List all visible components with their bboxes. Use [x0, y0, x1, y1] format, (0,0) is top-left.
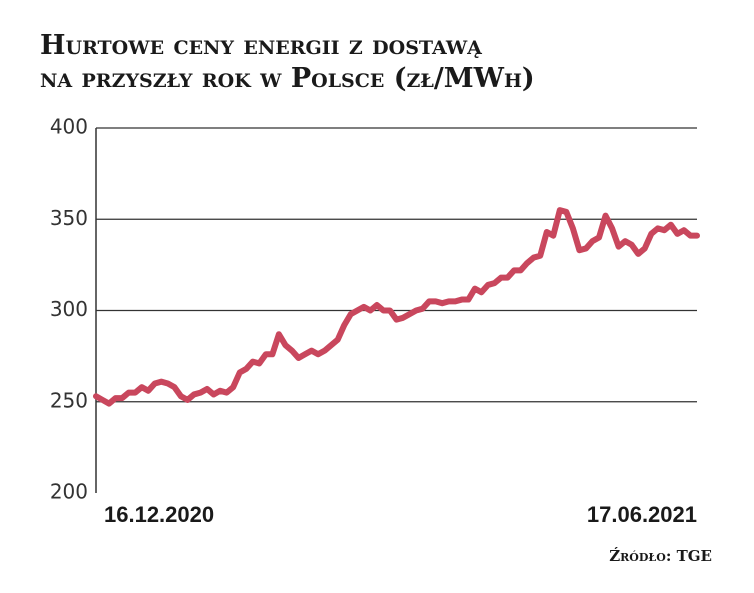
y-tick-label: 400 [50, 115, 88, 139]
y-tick-label: 200 [50, 480, 88, 504]
y-tick-label: 350 [50, 206, 88, 230]
x-tick-label: 16.12.2020 [104, 502, 214, 527]
source: Źródło: TGE [609, 547, 712, 565]
x-tick-label: 17.06.2021 [587, 502, 697, 527]
chart-title: na przyszły rok w Polsce (zł/MWh) [40, 63, 535, 94]
y-tick-label: 300 [50, 297, 88, 321]
y-tick-label: 250 [50, 388, 88, 412]
line [93, 207, 700, 407]
chart-title: Hurtowe ceny energii z dostawą [40, 30, 482, 61]
